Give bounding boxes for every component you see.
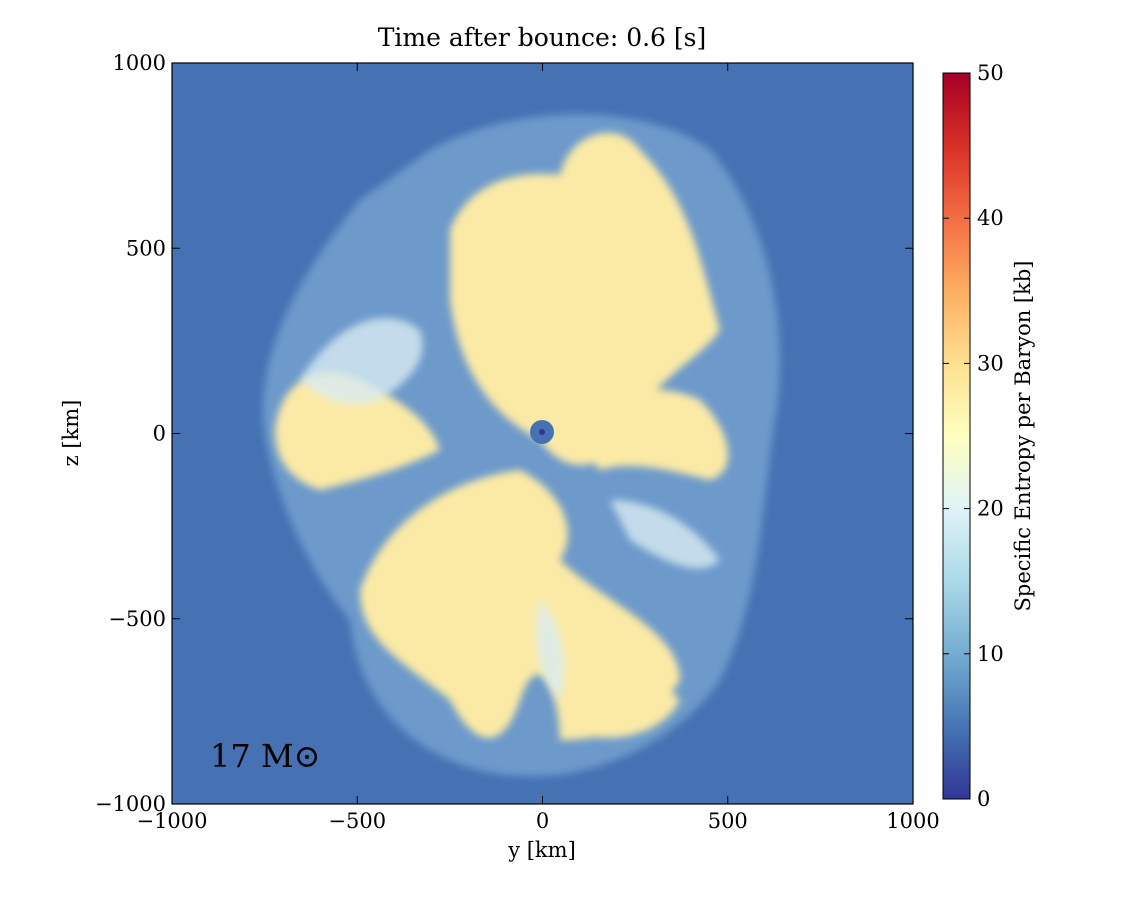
colorbar-tick-label: 20 [977,497,1004,521]
x-tick-label: −1000 [136,809,207,833]
x-tick-label: 1000 [886,809,939,833]
x-tick-label: 500 [708,809,748,833]
colorbar-label: Specific Entropy per Baryon [kb] [1011,261,1035,612]
x-axis-label: y [km] [507,838,576,862]
y-axis-label: z [km] [59,400,83,467]
colorbar-tick-label: 10 [977,642,1004,666]
y-tick-label: 0 [153,422,166,446]
colorbar-tick-label: 30 [977,351,1004,375]
x-tick-label: −500 [328,809,386,833]
colorbar [942,72,971,800]
y-tick-label: 1000 [113,51,166,75]
y-tick-label: −1000 [95,792,166,816]
colorbar-tick-label: 0 [977,787,990,811]
annotation: 17 M⊙ [210,737,320,775]
y-tick-label: 500 [126,236,166,260]
chart-title: Time after bounce: 0.6 [s] [378,23,706,52]
colorbar-tick-label: 40 [977,206,1004,230]
heatmap-field [172,63,913,804]
y-tick-label: −500 [108,607,166,631]
colorbar-tick-label: 50 [977,61,1004,85]
x-tick-label: 0 [536,809,549,833]
